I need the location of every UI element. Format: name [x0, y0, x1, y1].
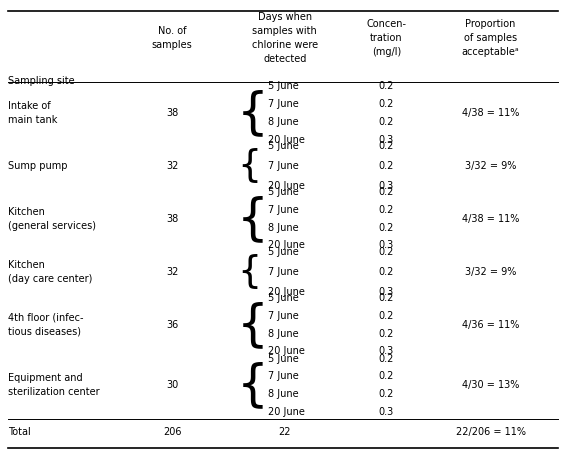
Text: 38: 38 — [166, 108, 178, 118]
Text: {: { — [237, 253, 261, 289]
Text: 0.2: 0.2 — [378, 140, 394, 151]
Text: Kitchen
(general services): Kitchen (general services) — [8, 207, 96, 230]
Text: 0.3: 0.3 — [378, 406, 394, 416]
Text: 4/36 = 11%: 4/36 = 11% — [462, 319, 519, 329]
Text: 20 June: 20 June — [268, 134, 305, 144]
Text: Proportion
of samples
acceptableᵃ: Proportion of samples acceptableᵃ — [462, 19, 519, 57]
Text: 206: 206 — [163, 426, 181, 436]
Text: 7 June: 7 June — [268, 205, 299, 214]
Text: Concen-
tration
(mg/l): Concen- tration (mg/l) — [367, 19, 406, 57]
Text: Kitchen
(day care center): Kitchen (day care center) — [8, 259, 93, 283]
Text: 5 June: 5 June — [268, 292, 299, 302]
Text: 20 June: 20 June — [268, 406, 305, 416]
Text: 0.2: 0.2 — [378, 370, 394, 381]
Text: 4/30 = 13%: 4/30 = 13% — [462, 379, 519, 389]
Text: 0.2: 0.2 — [378, 246, 394, 256]
Text: 0.3: 0.3 — [378, 134, 394, 144]
Text: 5 June: 5 June — [268, 246, 299, 256]
Text: 0.2: 0.2 — [378, 266, 394, 276]
Text: {: { — [237, 148, 261, 184]
Text: 0.2: 0.2 — [378, 292, 394, 302]
Text: 8 June: 8 June — [268, 117, 298, 127]
Text: Sampling site: Sampling site — [8, 76, 75, 86]
Text: 7 June: 7 June — [268, 99, 299, 109]
Text: 20 June: 20 June — [268, 240, 305, 250]
Text: 3/32 = 9%: 3/32 = 9% — [465, 266, 517, 276]
Text: 0.2: 0.2 — [378, 353, 394, 363]
Text: 0.3: 0.3 — [378, 286, 394, 296]
Text: 0.3: 0.3 — [378, 346, 394, 356]
Text: 0.3: 0.3 — [378, 180, 394, 190]
Text: 0.2: 0.2 — [378, 222, 394, 232]
Text: 0.2: 0.2 — [378, 187, 394, 197]
Text: 0.2: 0.2 — [378, 388, 394, 398]
Text: 0.2: 0.2 — [378, 117, 394, 127]
Text: 0.2: 0.2 — [378, 205, 394, 214]
Text: 7 June: 7 June — [268, 310, 299, 320]
Text: 5 June: 5 June — [268, 81, 299, 91]
Text: 36: 36 — [166, 319, 178, 329]
Text: 20 June: 20 June — [268, 286, 305, 296]
Text: 0.2: 0.2 — [378, 81, 394, 91]
Text: 5 June: 5 June — [268, 140, 299, 151]
Text: 5 June: 5 June — [268, 187, 299, 197]
Text: {: { — [237, 300, 269, 348]
Text: {: { — [237, 360, 269, 409]
Text: 0.3: 0.3 — [378, 240, 394, 250]
Text: Sump pump: Sump pump — [8, 161, 68, 171]
Text: Total: Total — [8, 426, 31, 436]
Text: Intake of
main tank: Intake of main tank — [8, 101, 58, 125]
Text: 7 June: 7 June — [268, 161, 299, 171]
Text: 8 June: 8 June — [268, 222, 298, 232]
Text: 4/38 = 11%: 4/38 = 11% — [462, 213, 519, 224]
Text: 22: 22 — [279, 426, 291, 436]
Text: {: { — [237, 89, 269, 137]
Text: 0.2: 0.2 — [378, 328, 394, 338]
Text: 8 June: 8 June — [268, 388, 298, 398]
Text: 20 June: 20 June — [268, 180, 305, 190]
Text: 0.2: 0.2 — [378, 99, 394, 109]
Text: Equipment and
sterilization center: Equipment and sterilization center — [8, 372, 100, 396]
Text: 22/206 = 11%: 22/206 = 11% — [456, 426, 526, 436]
Text: 30: 30 — [166, 379, 178, 389]
Text: 8 June: 8 June — [268, 328, 298, 338]
Text: 0.2: 0.2 — [378, 161, 394, 171]
Text: 0.2: 0.2 — [378, 310, 394, 320]
Text: 7 June: 7 June — [268, 266, 299, 276]
Text: 4/38 = 11%: 4/38 = 11% — [462, 108, 519, 118]
Text: {: { — [237, 195, 269, 242]
Text: 32: 32 — [166, 161, 178, 171]
Text: No. of
samples: No. of samples — [152, 26, 192, 50]
Text: 3/32 = 9%: 3/32 = 9% — [465, 161, 517, 171]
Text: 7 June: 7 June — [268, 370, 299, 381]
Text: 5 June: 5 June — [268, 353, 299, 363]
Text: 4th floor (infec-
tious diseases): 4th floor (infec- tious diseases) — [8, 312, 84, 336]
Text: 32: 32 — [166, 266, 178, 276]
Text: Days when
samples with
chlorine were
detected: Days when samples with chlorine were det… — [252, 12, 318, 64]
Text: 20 June: 20 June — [268, 346, 305, 356]
Text: 38: 38 — [166, 213, 178, 224]
